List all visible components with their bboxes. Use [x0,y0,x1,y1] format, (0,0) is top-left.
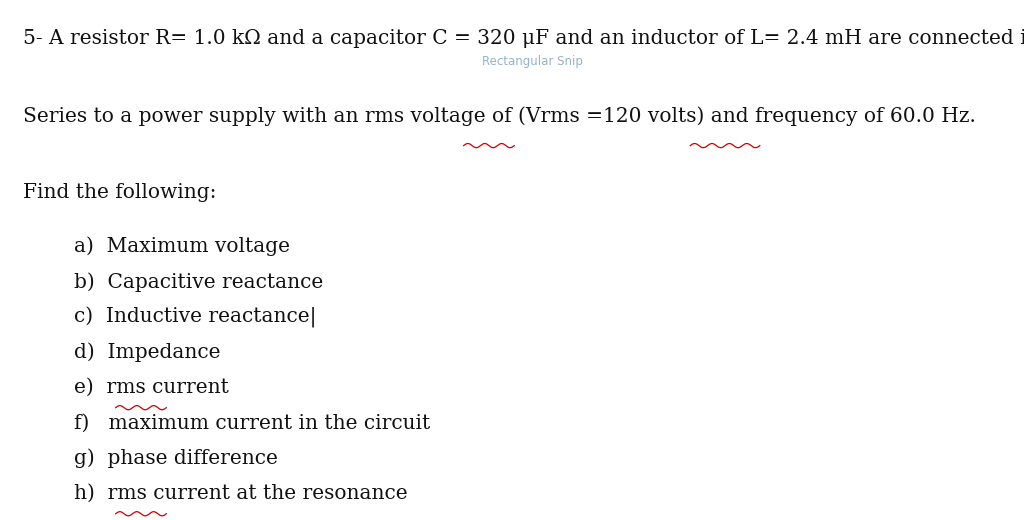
Text: c)  Inductive reactance|: c) Inductive reactance| [74,307,316,329]
Text: Find the following:: Find the following: [23,183,216,202]
Text: d)  Impedance: d) Impedance [74,343,220,362]
Text: 5- A resistor R= 1.0 kΩ and a capacitor C = 320 μF and an inductor of L= 2.4 mH : 5- A resistor R= 1.0 kΩ and a capacitor … [23,29,1024,48]
Text: e)  rms current: e) rms current [74,378,228,397]
Text: Rectangular Snip: Rectangular Snip [482,55,583,68]
Text: f)   maximum current in the circuit: f) maximum current in the circuit [74,413,430,433]
Text: b)  Capacitive reactance: b) Capacitive reactance [74,272,323,292]
Text: Series to a power supply with an rms voltage of (Vrms =120 volts) and frequency : Series to a power supply with an rms vol… [23,107,976,126]
Text: h)  rms current at the resonance: h) rms current at the resonance [74,484,408,503]
Text: a)  Maximum voltage: a) Maximum voltage [74,237,290,256]
Text: g)  phase difference: g) phase difference [74,449,278,469]
